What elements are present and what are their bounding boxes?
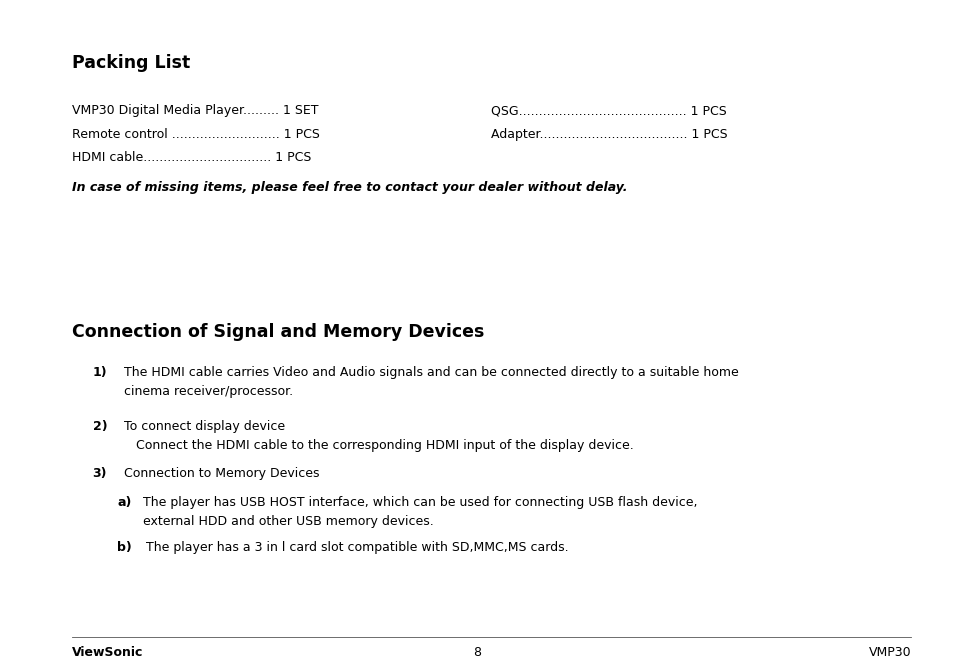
Text: VMP30: VMP30	[867, 646, 910, 659]
Text: 3): 3)	[92, 467, 107, 480]
Text: Connection to Memory Devices: Connection to Memory Devices	[124, 467, 319, 480]
Text: VMP30 Digital Media Player......... 1 SET: VMP30 Digital Media Player......... 1 SE…	[71, 104, 317, 117]
Text: ViewSonic: ViewSonic	[71, 646, 143, 659]
Text: 8: 8	[473, 646, 480, 659]
Text: Connection of Signal and Memory Devices: Connection of Signal and Memory Devices	[71, 323, 483, 341]
Text: Packing List: Packing List	[71, 54, 190, 72]
Text: HDMI cable................................ 1 PCS: HDMI cable..............................…	[71, 151, 311, 164]
Text: Adapter..................................... 1 PCS: Adapter.................................…	[491, 128, 727, 140]
Text: The player has USB HOST interface, which can be used for connecting USB flash de: The player has USB HOST interface, which…	[143, 496, 697, 528]
Text: Remote control ........................... 1 PCS: Remote control .........................…	[71, 128, 319, 140]
Text: 2): 2)	[92, 420, 107, 433]
Text: QSG.......................................... 1 PCS: QSG.....................................…	[491, 104, 726, 117]
Text: a): a)	[117, 496, 132, 509]
Text: To connect display device
   Connect the HDMI cable to the corresponding HDMI in: To connect display device Connect the HD…	[124, 420, 633, 452]
Text: 1): 1)	[92, 366, 107, 379]
Text: The HDMI cable carries Video and Audio signals and can be connected directly to : The HDMI cable carries Video and Audio s…	[124, 366, 738, 398]
Text: In case of missing items, please feel free to contact your dealer without delay.: In case of missing items, please feel fr…	[71, 181, 626, 194]
Text: The player has a 3 in l card slot compatible with SD,MMC,MS cards.: The player has a 3 in l card slot compat…	[146, 541, 568, 554]
Text: b): b)	[117, 541, 132, 554]
